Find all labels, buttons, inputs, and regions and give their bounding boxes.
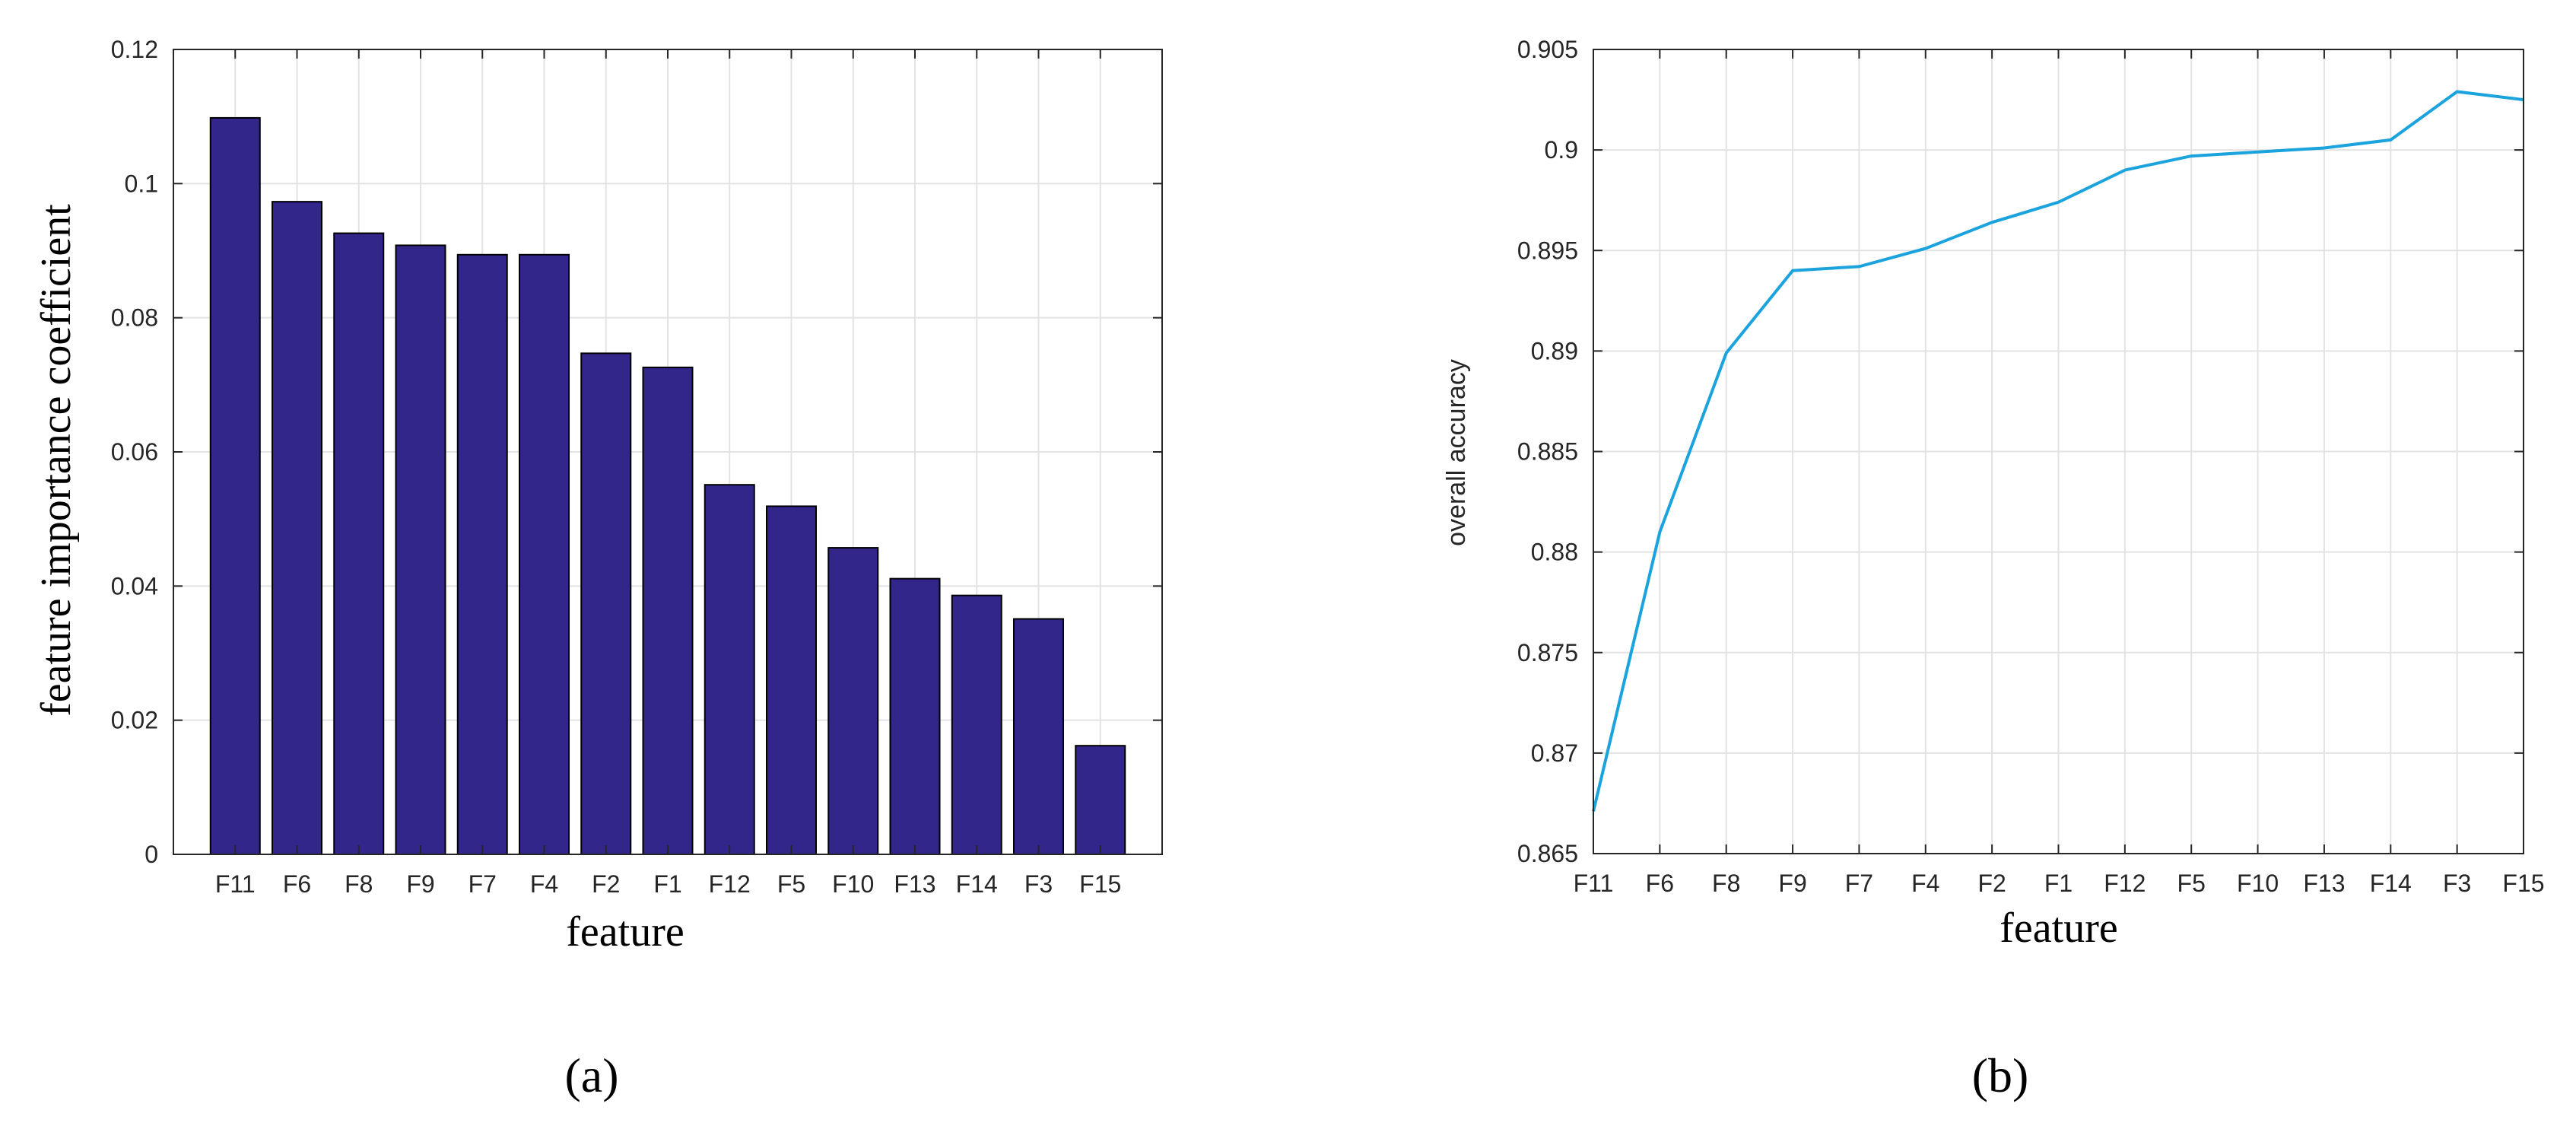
- x-tick-label: F9: [406, 870, 434, 898]
- y-tick-label: 0.875: [1517, 639, 1578, 666]
- x-tick-label: F12: [709, 870, 751, 898]
- point-f1: [2057, 200, 2061, 205]
- x-tick-label: F7: [1845, 870, 1873, 897]
- point-f5: [2189, 154, 2193, 158]
- y-tick-label: 0: [145, 841, 158, 868]
- y-tick-label: 0.89: [1531, 337, 1578, 364]
- x-tick-label: F13: [894, 870, 935, 898]
- y-tick-label: 0.865: [1517, 840, 1578, 867]
- bar-f10: [827, 547, 879, 855]
- y-tick-label: 0.06: [111, 438, 158, 466]
- y-tick-label: 0.08: [111, 304, 158, 332]
- bar-f12: [704, 484, 755, 855]
- panel-label-b: (b): [1972, 1048, 2029, 1102]
- axes-box: [1593, 49, 2524, 854]
- bar-f15: [1075, 745, 1126, 855]
- point-f6: [1657, 530, 1662, 534]
- x-tick-label: F8: [345, 870, 373, 898]
- accuracy-line: [1592, 90, 2524, 812]
- bar-f11: [209, 116, 261, 855]
- bar-f8: [333, 232, 385, 855]
- point-f14: [2388, 138, 2393, 142]
- bar-f2: [580, 352, 632, 855]
- x-tick-label: F2: [1977, 870, 2006, 897]
- x-tick-label: F6: [1646, 870, 1674, 897]
- y-tick-labels: 0 0.02 0.04 0.06 0.08 0.1 0.12: [111, 36, 158, 868]
- bars: [209, 116, 1126, 856]
- y-tick-label: 0.12: [111, 36, 158, 63]
- panel-a-bar-chart: 0 0.02 0.04 0.06 0.08 0.1 0.12 F11 F6 F8 F9 F7 F4 F2…: [33, 36, 1163, 1102]
- point-f13: [2322, 145, 2327, 150]
- axes-box: [173, 49, 1163, 855]
- y-tick-label: 0.87: [1531, 739, 1578, 767]
- panel-b-line-chart: 0.865 0.87 0.875 0.88 0.885 0.89 0.895 0.9 0.905…: [1442, 36, 2545, 1102]
- bar-f13: [889, 577, 941, 855]
- x-tick-label: F15: [2502, 870, 2544, 897]
- bar-f14: [951, 594, 1002, 856]
- y-tick-label: 0.1: [125, 170, 158, 197]
- x-tick-label: F1: [2044, 870, 2073, 897]
- x-tick-label: F10: [2237, 870, 2279, 897]
- y-tick-label: 0.895: [1517, 237, 1578, 264]
- bar-f6: [272, 201, 322, 856]
- x-tick-label: F14: [2370, 870, 2412, 897]
- point-f2: [1990, 220, 1994, 224]
- point-f9: [1790, 269, 1795, 273]
- point-f3: [2455, 89, 2460, 94]
- point-f11: [1591, 809, 1596, 814]
- x-tick-label: F11: [215, 870, 256, 898]
- y-tick-label: 0.9: [1545, 136, 1578, 164]
- x-tick-labels: F11 F6 F8 F9 F7 F4 F2 F1 F12 F5 F10 F13 F14 F3 F15: [1574, 870, 2545, 897]
- x-tick-label: F6: [283, 870, 311, 898]
- x-tick-label: F13: [2303, 870, 2345, 897]
- x-tick-label: F2: [592, 870, 620, 898]
- bar-f9: [395, 244, 446, 855]
- point-f12: [2123, 168, 2127, 173]
- point-f4: [1923, 246, 1928, 251]
- x-tick-labels: F11 F6 F8 F9 F7 F4 F2 F1 F12 F5 F10 F13 F14 F3 F15: [215, 870, 1121, 898]
- x-tick-label: F7: [469, 870, 497, 898]
- x-tick-label: F3: [2443, 870, 2471, 897]
- point-f10: [2256, 150, 2260, 154]
- bar-f5: [766, 505, 817, 855]
- y-tick-label: 0.885: [1517, 438, 1578, 466]
- bar-f4: [519, 253, 570, 856]
- bar-f1: [642, 366, 694, 856]
- plot-frame: [1593, 49, 2524, 854]
- x-tick-label: F11: [1574, 870, 1614, 897]
- x-tick-label: F5: [777, 870, 805, 898]
- point-f15: [2521, 97, 2526, 102]
- point-f7: [1857, 264, 1861, 269]
- x-tick-label: F4: [530, 870, 558, 898]
- x-tick-label: F10: [832, 870, 874, 898]
- y-tick-label: 0.88: [1531, 539, 1578, 566]
- panel-label-a: (a): [564, 1048, 618, 1102]
- y-tick-label: 0.02: [111, 707, 158, 734]
- y-tick-label: 0.04: [111, 572, 158, 599]
- y-axis-title: feature importance coefficient: [33, 204, 80, 717]
- x-axis-title: feature: [1999, 905, 2117, 952]
- plot-frame: [173, 49, 1163, 855]
- x-tick-label: F15: [1079, 870, 1121, 898]
- y-tick-label: 0.905: [1517, 36, 1578, 63]
- x-tick-label: F8: [1712, 870, 1740, 897]
- point-f8: [1724, 351, 1729, 355]
- y-tick-labels: 0.865 0.87 0.875 0.88 0.885 0.89 0.895 0.9 0.905: [1517, 36, 1578, 867]
- bar-f3: [1013, 618, 1064, 855]
- y-axis-title: overall accuracy: [1442, 359, 1471, 546]
- x-tick-label: F3: [1024, 870, 1053, 898]
- x-tick-label: F4: [1911, 870, 1939, 897]
- x-tick-label: F1: [653, 870, 681, 898]
- x-tick-label: F9: [1778, 870, 1806, 897]
- x-axis-title: feature: [566, 908, 684, 956]
- x-tick-label: F14: [956, 870, 998, 898]
- grid-lines: [1593, 49, 2524, 854]
- x-tick-label: F5: [2177, 870, 2206, 897]
- x-tick-label: F12: [2104, 870, 2146, 897]
- bar-f7: [456, 253, 508, 856]
